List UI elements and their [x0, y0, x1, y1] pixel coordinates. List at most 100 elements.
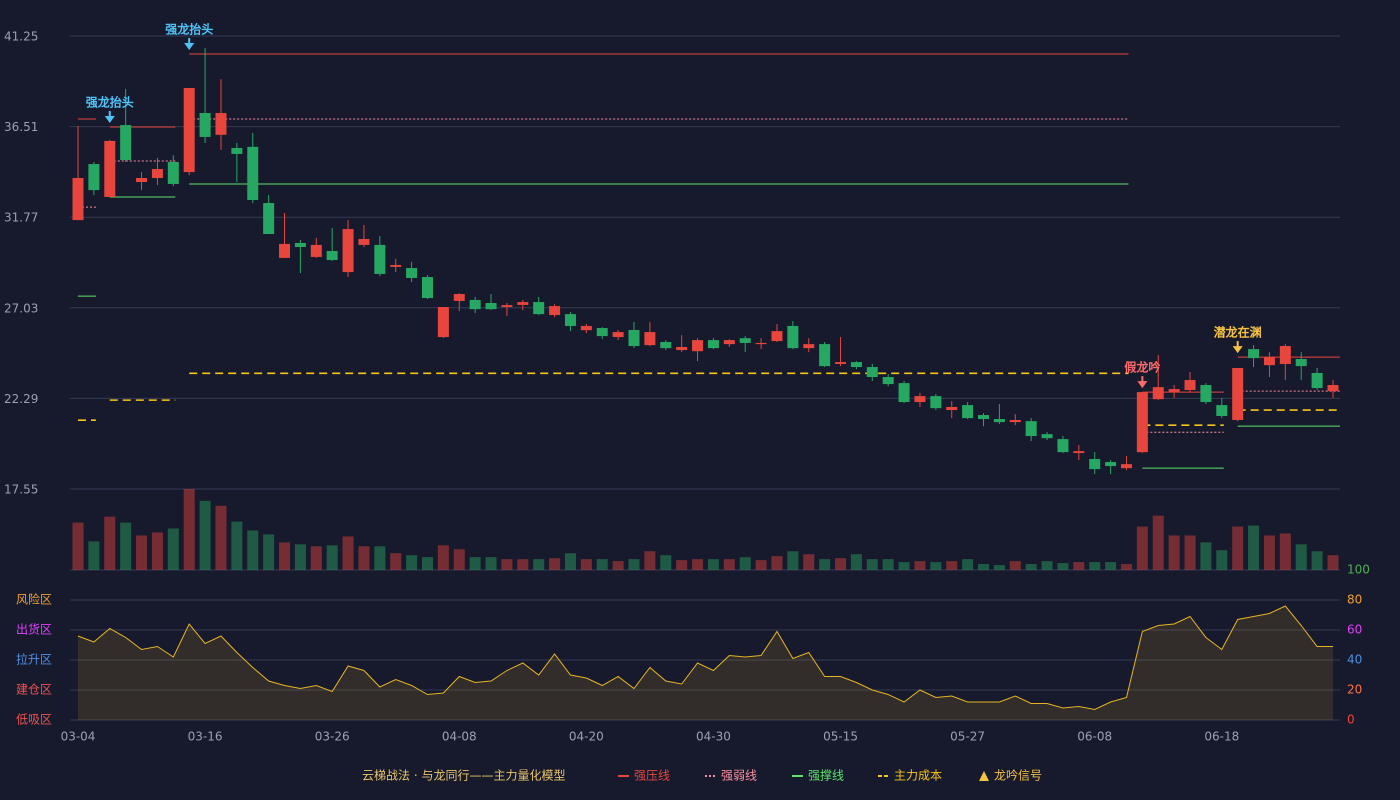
x-tick-label: 04-20 — [569, 730, 604, 744]
volume-bar — [1216, 550, 1228, 570]
volume-bar — [564, 553, 576, 570]
signal-arrow — [1232, 346, 1243, 354]
volume-bar — [1248, 525, 1260, 570]
volume-bar — [660, 555, 672, 570]
volume-bar — [1327, 555, 1339, 570]
legend-label: 主力成本 — [894, 769, 942, 783]
candle-body — [469, 299, 481, 310]
candle-body — [199, 113, 211, 137]
candle-body — [612, 332, 624, 338]
y-tick-label: 22.29 — [4, 392, 38, 406]
candle-body — [1152, 387, 1164, 400]
candle-body — [707, 340, 719, 349]
candle-body — [437, 307, 449, 338]
candle-body — [1057, 439, 1069, 453]
volume-bar — [707, 559, 719, 570]
volume-bar — [183, 489, 195, 570]
volume-bar — [1136, 526, 1148, 570]
volume-bar — [501, 559, 513, 570]
candle-body — [421, 277, 433, 299]
y2-tick-label: 40 — [1347, 653, 1362, 667]
volume-bar — [755, 560, 767, 570]
volume-bar — [612, 561, 624, 570]
y2-tick-label: 60 — [1347, 623, 1362, 637]
volume-bar — [962, 559, 974, 570]
candle-body — [310, 244, 322, 257]
volume-bar — [151, 532, 163, 570]
candle-body — [676, 346, 688, 351]
volume-bar — [1232, 526, 1244, 570]
volume-bar — [485, 557, 497, 570]
volume-bar — [914, 561, 926, 570]
candle-body — [342, 229, 354, 273]
indicator-line — [77, 605, 1333, 711]
volume-bar — [596, 559, 608, 570]
candle-body — [771, 331, 783, 342]
candle-body — [1120, 464, 1132, 469]
indicator-area — [78, 606, 1333, 720]
candle-body — [1295, 359, 1307, 367]
x-tick-label: 05-15 — [823, 730, 858, 744]
volume-bar — [787, 551, 799, 570]
volume-bar — [882, 559, 894, 570]
legend-label: 强撑线 — [808, 768, 844, 783]
y2-tick-label: 100 — [1347, 563, 1370, 577]
signal-label: 潜龙在渊 — [1214, 325, 1262, 340]
signal-arrow — [184, 42, 195, 50]
candle-body — [914, 396, 926, 403]
candle-body — [692, 340, 704, 352]
volume-bar — [1105, 562, 1117, 570]
volume-bar — [167, 528, 179, 570]
candle-body — [1105, 462, 1117, 467]
volume-bar — [946, 561, 958, 570]
zone-label: 出货区 — [16, 622, 52, 637]
volume-bar — [263, 534, 275, 570]
candle-body — [215, 113, 227, 135]
candle-body — [739, 338, 751, 343]
candle-body — [850, 362, 862, 368]
legend-label: 强弱线 — [721, 769, 757, 783]
volume-bar — [1057, 563, 1069, 570]
volume-bar — [406, 555, 418, 570]
volume-bar — [390, 553, 402, 570]
zone-label: 建仓区 — [16, 683, 52, 697]
volume-bar — [1041, 561, 1053, 570]
candle-body — [390, 264, 402, 267]
candle-body — [1232, 368, 1244, 420]
signal-label: 强龙抬头 — [165, 21, 213, 36]
candle-body — [501, 305, 513, 308]
candle-body — [151, 169, 163, 179]
legend-title: 云梯战法 · 与龙同行——主力量化模型 — [362, 769, 565, 783]
volume-bar — [819, 559, 831, 570]
candle-body — [628, 329, 640, 347]
volume-bar — [850, 554, 862, 570]
legend-label: 龙吟信号 — [994, 768, 1042, 783]
volume-bar — [1025, 564, 1037, 570]
y2-tick-label: 20 — [1347, 683, 1362, 697]
volume-bar — [72, 522, 84, 570]
volume-bar — [1120, 564, 1132, 570]
candle-body — [755, 342, 767, 345]
volume-bar — [104, 516, 116, 570]
volume-bar — [1073, 562, 1085, 570]
volume-bar — [279, 542, 291, 570]
candle-body — [1311, 372, 1323, 389]
candle-body — [136, 178, 148, 183]
volume-bar — [644, 551, 656, 570]
volume-bar — [247, 530, 259, 570]
candle-body — [723, 340, 735, 345]
candle-body — [263, 203, 275, 235]
volume-bar — [1263, 535, 1275, 570]
volume-bar — [231, 521, 243, 570]
volume-bar — [437, 545, 449, 570]
signal-label: 假龙吟 — [1124, 360, 1160, 375]
candle-body — [978, 415, 990, 420]
candle-body — [946, 407, 958, 411]
volume-bar — [421, 557, 433, 570]
volume-bar — [1295, 544, 1307, 570]
candle-body — [787, 325, 799, 349]
volume-bar — [358, 546, 370, 570]
volume-bar — [326, 545, 338, 570]
volume-bar — [215, 505, 227, 570]
